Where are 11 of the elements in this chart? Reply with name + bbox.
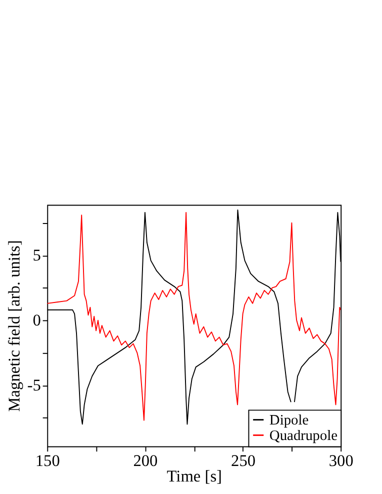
y-tick-label: -5	[27, 376, 41, 395]
legend-label: Dipole	[269, 412, 309, 429]
y-tick-label: 5	[32, 246, 41, 265]
y-axis-title: Magnetic field [arb. units]	[4, 240, 24, 412]
x-tick-label: 250	[231, 450, 256, 470]
x-tick-label: 150	[35, 450, 60, 470]
x-tick-label: 300	[328, 450, 354, 470]
x-tick-label: 200	[133, 450, 158, 470]
x-axis-title: Time [s]	[166, 466, 222, 486]
y-tick-label: 0	[32, 310, 41, 330]
legend-label: Quadrupole	[269, 428, 338, 444]
